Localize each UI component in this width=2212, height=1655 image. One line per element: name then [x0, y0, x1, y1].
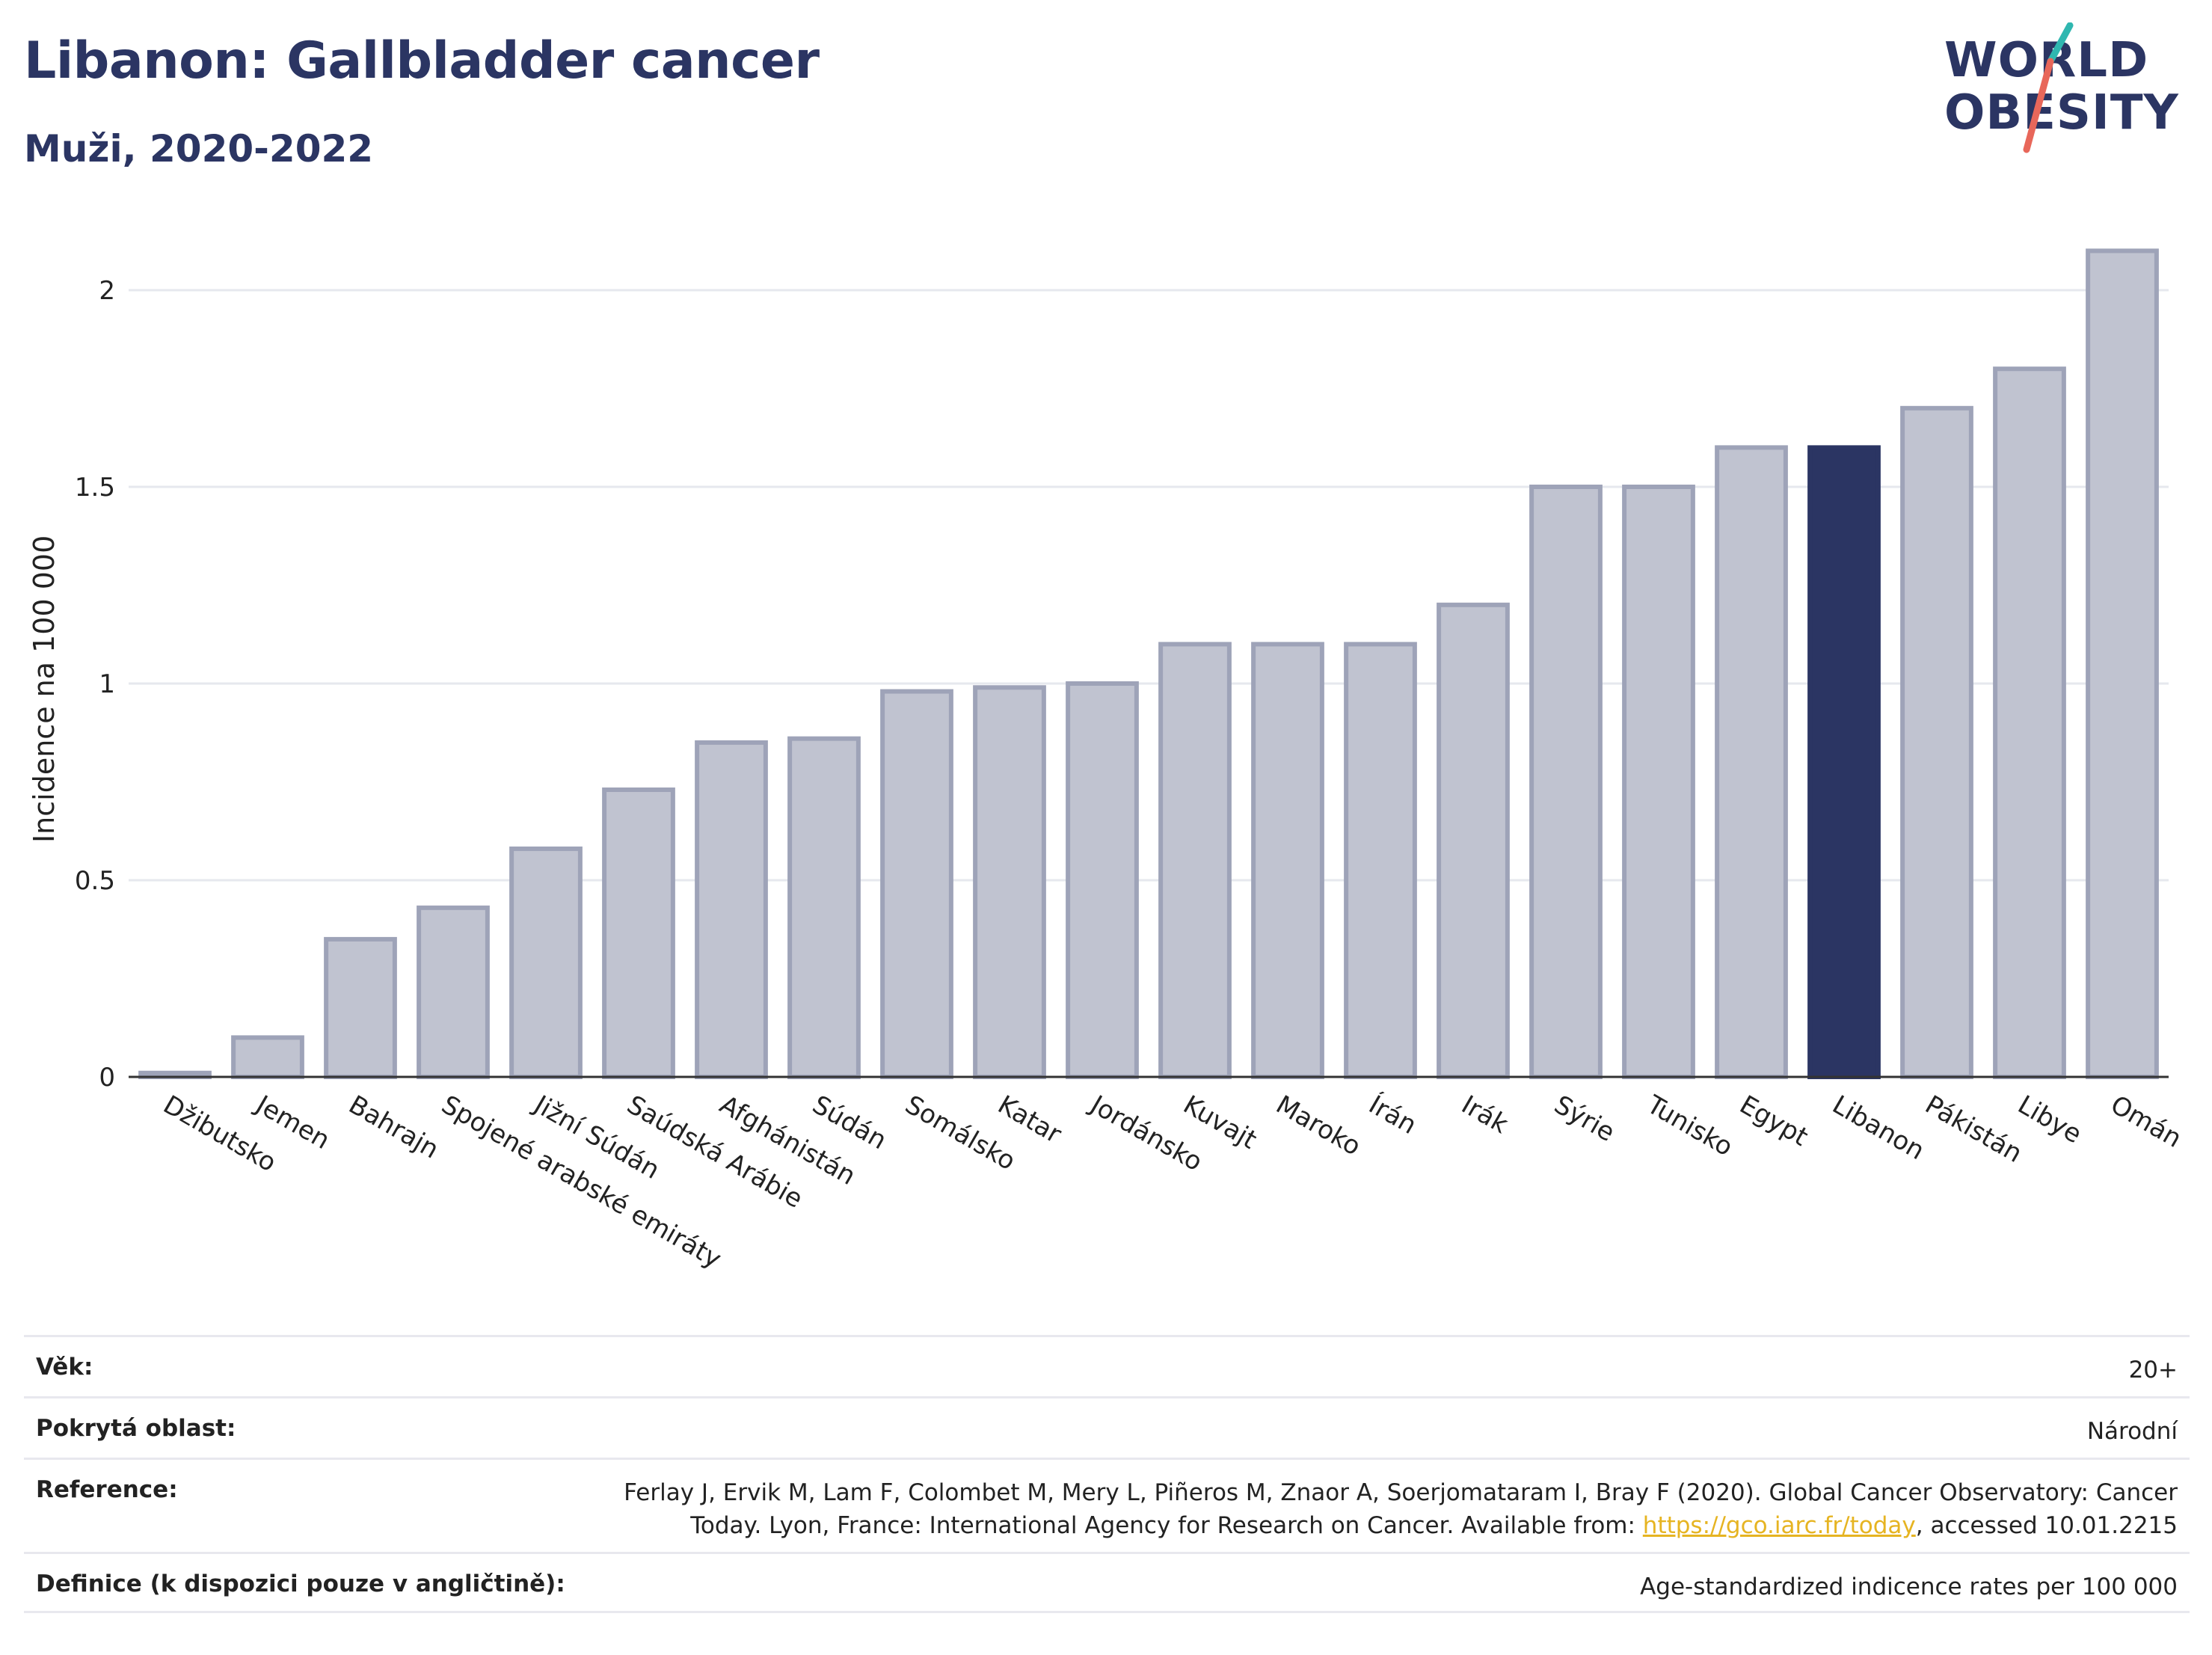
info-value: Ferlay J, Ervik M, Lam F, Colombet M, Me… — [624, 1476, 2178, 1542]
page-title: Libanon: Gallbladder cancer — [24, 31, 820, 90]
bar-Irák[interactable] — [1437, 602, 1510, 1079]
bar-Libanon[interactable] — [1807, 445, 1881, 1079]
info-value: Age-standardized indicence rates per 100… — [1640, 1573, 2178, 1600]
info-label: Věk: — [36, 1354, 93, 1381]
bar-Jemen[interactable] — [231, 1035, 304, 1080]
bar-Katar[interactable] — [973, 685, 1046, 1079]
y-tick-label: 1.5 — [75, 473, 115, 503]
reference-line-2-suffix: , accessed 10.01.2215 — [1915, 1512, 2178, 1539]
info-row-definition: Definice (k dispozici pouze v angličtině… — [24, 1552, 2190, 1613]
y-tick-label: 1 — [99, 669, 115, 699]
bar-Saúdská Arábie[interactable] — [602, 787, 675, 1080]
bar-Somálsko[interactable] — [880, 689, 953, 1079]
info-row-age: Věk: 20+ — [24, 1335, 2190, 1396]
y-tick-label: 2 — [99, 276, 115, 306]
x-tick-label: Egypt — [1735, 1090, 1813, 1152]
bar-Libye[interactable] — [1993, 366, 2066, 1079]
info-label: Pokrytá oblast: — [36, 1415, 236, 1442]
x-tick-label: Maroko — [1271, 1090, 1366, 1161]
reference-line-2-prefix: Today. Lyon, France: International Agenc… — [690, 1512, 1643, 1539]
bar-Tunisko[interactable] — [1622, 485, 1695, 1079]
x-tick-label: Omán — [2106, 1090, 2187, 1154]
bar-Afghánistán[interactable] — [695, 740, 768, 1080]
world-obesity-logo: WORLD OBESITY — [1944, 22, 2199, 157]
info-value: 20+ — [2128, 1357, 2178, 1384]
logo-slash-icon — [2023, 22, 2074, 153]
bar-Spojené arabské emiráty[interactable] — [417, 905, 490, 1079]
reference-line-1: Ferlay J, Ervik M, Lam F, Colombet M, Me… — [624, 1479, 2178, 1506]
bar-Bahrajn[interactable] — [324, 936, 397, 1080]
bars — [138, 248, 2159, 1080]
y-axis-title: Incidence na 100 000 — [28, 535, 61, 843]
x-tick-label: Libanon — [1828, 1090, 1930, 1166]
bar-Jižní Súdán[interactable] — [509, 846, 583, 1079]
x-tick-label: Bahrajn — [344, 1090, 444, 1164]
bar-Egypt[interactable] — [1715, 445, 1788, 1079]
y-tick-label: 0.5 — [75, 866, 115, 896]
info-table: Věk: 20+ Pokrytá oblast: Národní Referen… — [24, 1335, 2190, 1613]
bar-Maroko[interactable] — [1251, 642, 1324, 1079]
x-tick-label: Írán — [1364, 1089, 1422, 1140]
reference-link[interactable]: https://gco.iarc.fr/today — [1642, 1512, 1916, 1539]
x-tick-label: Pákistán — [1920, 1090, 2027, 1169]
bar-Pákistán[interactable] — [1900, 405, 1973, 1079]
logo-line-2: OBESITY — [1944, 85, 2179, 141]
bar-Írán[interactable] — [1344, 642, 1417, 1079]
bar-Omán[interactable] — [2086, 248, 2159, 1079]
bar-Kuvajt[interactable] — [1158, 642, 1232, 1079]
y-tick-label: 0 — [99, 1063, 115, 1093]
info-row-reference: Reference: Ferlay J, Ervik M, Lam F, Col… — [24, 1458, 2190, 1552]
info-value: Národní — [2086, 1418, 2178, 1445]
bar-Jordánsko[interactable] — [1066, 681, 1139, 1079]
x-tick-label: Sýrie — [1549, 1090, 1620, 1148]
info-label: Definice (k dispozici pouze v angličtině… — [36, 1570, 565, 1597]
bar-Sýrie[interactable] — [1529, 485, 1603, 1079]
info-label: Reference: — [36, 1476, 178, 1503]
x-tick-label: Irák — [1457, 1090, 1514, 1140]
page-subtitle: Muži, 2020-2022 — [24, 127, 374, 171]
y-axis-ticks: 0 0.5 1 1.5 2 — [75, 276, 115, 1093]
bar-Súdán[interactable] — [787, 736, 861, 1079]
info-row-area: Pokrytá oblast: Národní — [24, 1396, 2190, 1458]
x-tick-label: Tunisko — [1641, 1090, 1738, 1163]
